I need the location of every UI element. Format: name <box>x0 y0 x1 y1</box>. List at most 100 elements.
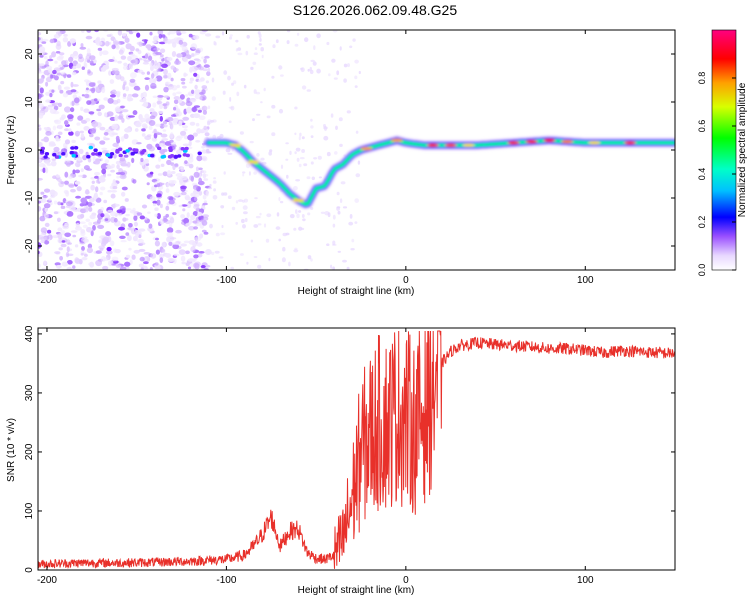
noise-cell <box>342 206 348 209</box>
noise-cell <box>203 178 209 181</box>
signal-peak <box>229 143 242 147</box>
noise-cell <box>143 252 151 255</box>
noise-cell <box>67 114 74 120</box>
noise-cell <box>131 93 139 98</box>
noise-cell <box>123 133 129 139</box>
noise-cell <box>176 135 184 139</box>
noise-cell <box>140 263 145 268</box>
noise-cell <box>70 89 77 93</box>
snr-axes: -200 -100 0 100 0 100 200 300 400 <box>24 325 675 586</box>
noise-cell <box>296 32 300 36</box>
noise-cell <box>229 97 232 102</box>
noise-cell <box>130 151 135 156</box>
noise-cell <box>45 99 51 103</box>
noise-cell <box>98 245 105 250</box>
noise-cell <box>95 186 99 193</box>
noise-cell <box>67 183 75 187</box>
noise-cell <box>173 155 178 159</box>
noise-cell <box>278 238 282 242</box>
noise-cell <box>303 163 308 167</box>
noise-cell <box>253 224 259 228</box>
noise-cell <box>44 240 50 245</box>
y-tick-label: 0 <box>24 147 35 153</box>
noise-cell <box>168 148 173 152</box>
noise-cell <box>105 231 111 237</box>
noise-cell <box>268 151 273 156</box>
noise-cell <box>193 226 199 230</box>
noise-cell <box>307 68 310 72</box>
noise-cell <box>182 125 188 129</box>
noise-cell <box>193 171 200 178</box>
noise-cell <box>144 39 148 44</box>
noise-cell <box>203 231 209 235</box>
noise-cell <box>135 48 140 52</box>
colorbar-tick-label: 0.6 <box>697 120 707 133</box>
noise-cell <box>354 198 360 204</box>
noise-cell <box>173 253 180 257</box>
noise-cell <box>135 233 139 238</box>
noise-cell <box>109 79 115 84</box>
noise-cell <box>60 230 66 236</box>
noise-cell <box>232 80 237 85</box>
noise-cell <box>261 54 264 59</box>
noise-cell <box>170 38 177 44</box>
noise-cell <box>52 125 57 131</box>
signal-peak <box>543 138 556 142</box>
noise-cell <box>242 173 245 177</box>
noise-cell <box>204 33 212 37</box>
noise-cell <box>310 135 314 139</box>
noise-cell <box>278 197 281 202</box>
noise-cell <box>57 131 63 136</box>
noise-cell <box>188 156 194 163</box>
noise-cell <box>76 63 82 69</box>
noise-cell <box>201 145 205 149</box>
noise-cell <box>120 76 125 82</box>
noise-cell <box>144 84 150 91</box>
noise-cell <box>289 214 295 219</box>
noise-cell <box>142 61 149 65</box>
noise-cell <box>81 201 87 205</box>
noise-cell <box>169 132 174 139</box>
noise-cell <box>296 157 300 162</box>
noise-cell <box>138 228 146 232</box>
noise-cell <box>81 94 85 97</box>
noise-cell <box>126 95 132 102</box>
noise-cell <box>86 100 92 105</box>
noise-cell <box>169 217 175 224</box>
noise-cell <box>332 240 336 246</box>
noise-cell <box>73 54 79 60</box>
noise-cell <box>38 127 42 131</box>
noise-cell <box>243 198 249 203</box>
noise-cell <box>220 232 226 236</box>
noise-cell <box>74 258 81 265</box>
noise-cell <box>120 136 125 142</box>
noise-cell <box>355 130 359 134</box>
noise-cell <box>194 61 200 65</box>
noise-cell <box>163 95 170 98</box>
noise-cell <box>44 161 50 165</box>
noise-cell <box>227 195 232 199</box>
noise-cell <box>70 188 76 193</box>
noise-cell <box>61 240 66 243</box>
noise-cell <box>86 226 93 233</box>
noise-cell <box>102 265 109 270</box>
noise-cell <box>165 188 170 193</box>
noise-cell <box>142 91 148 98</box>
noise-cell <box>57 232 63 240</box>
noise-cell <box>103 132 109 136</box>
noise-cell <box>70 107 75 113</box>
noise-cell <box>174 60 181 65</box>
noise-cell <box>111 163 115 169</box>
noise-cell <box>107 173 112 177</box>
noise-cell <box>162 103 168 107</box>
noise-cell <box>90 230 94 237</box>
noise-cell <box>149 77 154 84</box>
noise-cell <box>316 68 321 74</box>
noise-cell <box>182 143 190 147</box>
noise-cell <box>155 249 160 255</box>
noise-cell <box>114 90 121 95</box>
noise-cell <box>357 160 361 165</box>
noise-cell <box>176 149 182 155</box>
noise-cell <box>231 206 236 211</box>
snr-x-axis-label: Height of straight line (km) <box>298 585 415 596</box>
